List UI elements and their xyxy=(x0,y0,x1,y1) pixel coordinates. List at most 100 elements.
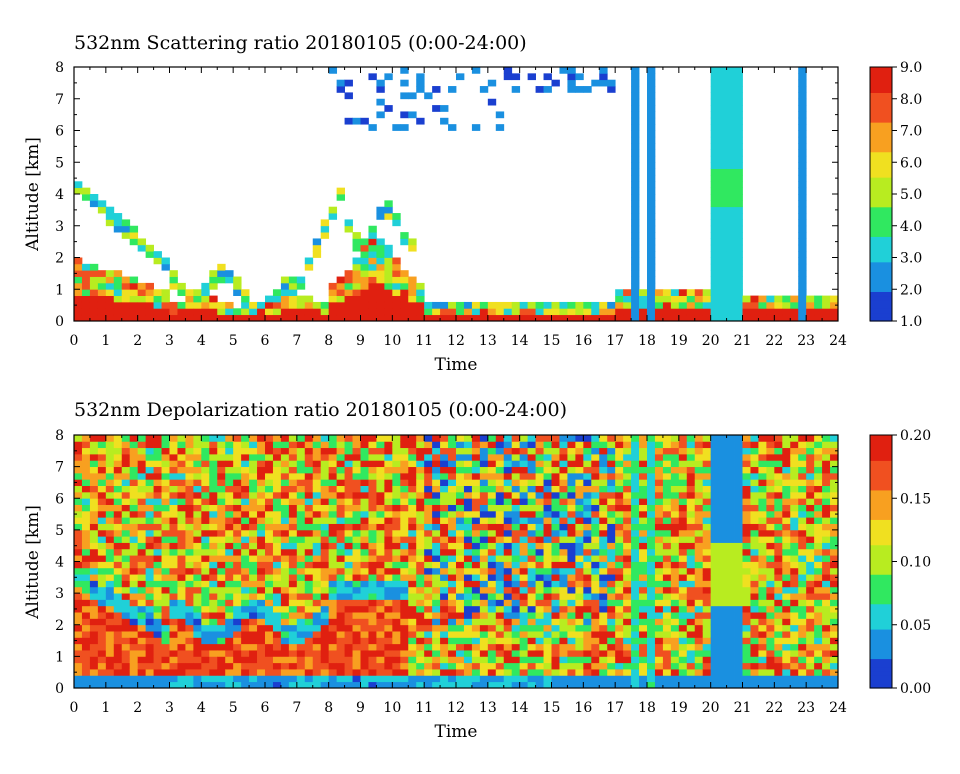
heatmap-cell xyxy=(225,612,233,619)
heatmap-cell xyxy=(82,289,90,296)
heatmap-cell xyxy=(464,612,472,619)
heatmap-cell xyxy=(177,543,185,550)
heatmap-cell xyxy=(719,270,727,277)
colorbar-swatch xyxy=(870,279,892,284)
heatmap-cell xyxy=(241,669,249,676)
heatmap-cell xyxy=(711,308,719,315)
heatmap-cell xyxy=(798,644,806,651)
heatmap-cell xyxy=(353,580,361,587)
heatmap-cell xyxy=(631,118,639,125)
heatmap-cell xyxy=(217,460,225,467)
heatmap-cell xyxy=(782,593,790,600)
heatmap-cell xyxy=(313,479,321,486)
heatmap-cell xyxy=(193,549,201,556)
heatmap-cell xyxy=(806,574,814,581)
heatmap-cell xyxy=(138,618,146,625)
heatmap-cell xyxy=(130,543,138,550)
heatmap-cell xyxy=(687,308,695,315)
heatmap-cell xyxy=(607,511,615,518)
heatmap-cell xyxy=(814,473,822,480)
heatmap-cell xyxy=(671,505,679,512)
heatmap-cell xyxy=(154,562,162,569)
heatmap-cell xyxy=(98,574,106,581)
heatmap-cell xyxy=(750,530,758,537)
heatmap-cell xyxy=(345,543,353,550)
heatmap-cell xyxy=(559,530,567,537)
heatmap-cell xyxy=(337,549,345,556)
heatmap-cell xyxy=(488,448,496,455)
heatmap-cell xyxy=(695,606,703,613)
heatmap-cell xyxy=(496,599,504,606)
heatmap-cell xyxy=(400,568,408,575)
heatmap-cell xyxy=(448,574,456,581)
heatmap-cell xyxy=(368,270,376,277)
heatmap-cell xyxy=(281,555,289,562)
heatmap-cell xyxy=(575,435,583,442)
heatmap-cell xyxy=(822,498,830,505)
heatmap-cell xyxy=(154,606,162,613)
heatmap-cell xyxy=(806,637,814,644)
heatmap-cell xyxy=(583,302,591,309)
heatmap-cell xyxy=(440,682,448,689)
heatmap-cell xyxy=(615,302,623,309)
heatmap-cell xyxy=(552,505,560,512)
heatmap-cell xyxy=(337,479,345,486)
heatmap-cell xyxy=(544,517,552,524)
heatmap-cell xyxy=(687,505,695,512)
heatmap-cell xyxy=(814,637,822,644)
heatmap-cell xyxy=(496,663,504,670)
heatmap-cell xyxy=(408,549,416,556)
heatmap-cell xyxy=(758,663,766,670)
heatmap-cell xyxy=(727,169,735,176)
heatmap-cell xyxy=(138,568,146,575)
heatmap-cell xyxy=(376,644,384,651)
heatmap-cell xyxy=(273,631,281,638)
heatmap-cell xyxy=(424,530,432,537)
heatmap-cell xyxy=(209,593,217,600)
heatmap-cell xyxy=(703,663,711,670)
heatmap-cell xyxy=(138,675,146,682)
heatmap-cell xyxy=(679,486,687,493)
heatmap-cell xyxy=(711,580,719,587)
heatmap-cell xyxy=(464,315,472,322)
heatmap-cell xyxy=(432,492,440,499)
heatmap-cell xyxy=(130,441,138,448)
heatmap-cell xyxy=(743,543,751,550)
heatmap-cell xyxy=(273,441,281,448)
heatmap-cell xyxy=(528,302,536,309)
heatmap-cell xyxy=(106,568,114,575)
heatmap-cell xyxy=(225,568,233,575)
heatmap-cell xyxy=(337,283,345,290)
heatmap-cell xyxy=(353,650,361,657)
heatmap-cell xyxy=(408,524,416,531)
heatmap-cell xyxy=(750,308,758,315)
heatmap-cell xyxy=(106,448,114,455)
heatmap-cell xyxy=(798,650,806,657)
heatmap-cell xyxy=(488,574,496,581)
heatmap-cell xyxy=(225,631,233,638)
heatmap-cell xyxy=(536,517,544,524)
heatmap-cell xyxy=(170,492,178,499)
heatmap-cell xyxy=(472,315,480,322)
heatmap-cell xyxy=(289,599,297,606)
heatmap-cell xyxy=(480,656,488,663)
heatmap-cell xyxy=(289,530,297,537)
heatmap-cell xyxy=(695,568,703,575)
heatmap-cell xyxy=(353,296,361,303)
heatmap-cell xyxy=(766,524,774,531)
heatmap-cell xyxy=(711,448,719,455)
heatmap-cell xyxy=(671,644,679,651)
heatmap-cell xyxy=(727,486,735,493)
heatmap-cell xyxy=(384,593,392,600)
heatmap-cell xyxy=(185,530,193,537)
heatmap-cell xyxy=(719,473,727,480)
heatmap-cell xyxy=(536,562,544,569)
heatmap-cell xyxy=(392,302,400,309)
heatmap-cell xyxy=(504,67,512,74)
heatmap-cell xyxy=(623,448,631,455)
heatmap-cell xyxy=(162,258,170,265)
heatmap-cell xyxy=(703,675,711,682)
heatmap-cell xyxy=(273,618,281,625)
heatmap-cell xyxy=(82,511,90,518)
heatmap-cell xyxy=(249,656,257,663)
